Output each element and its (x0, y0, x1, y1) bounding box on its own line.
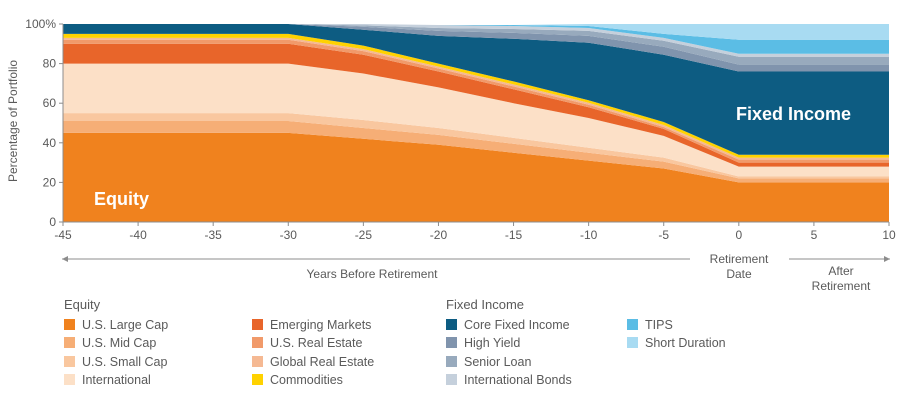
x-tick-label: -15 (505, 228, 523, 242)
x-tick-label: 0 (735, 228, 742, 242)
legend-label: High Yield (464, 336, 521, 351)
retirement-date-label: Retirement Date (710, 252, 769, 281)
legend-item-short-duration: Short Duration (627, 336, 726, 350)
legend-label: Global Real Estate (270, 354, 375, 369)
after-retirement-label: After Retirement (812, 264, 871, 293)
legend-item-u-s-large-cap: U.S. Large Cap (64, 318, 168, 332)
x-tick-label: -10 (580, 228, 598, 242)
legend-label: Commodities (270, 372, 343, 387)
legend-swatch (64, 373, 75, 385)
legend-swatch (64, 337, 75, 349)
legend-label: International Bonds (464, 372, 572, 387)
area-tips (63, 24, 889, 54)
x-tick-label: -45 (54, 228, 72, 242)
area-u-s-small-cap (63, 113, 889, 179)
legend-label: Senior Loan (464, 354, 532, 369)
fixed-income-area-label: Fixed Income (736, 104, 851, 124)
legend-item-high-yield: High Yield (446, 336, 520, 350)
legend-swatch (446, 355, 457, 367)
legend-label: Short Duration (645, 336, 726, 351)
legend-swatch (64, 355, 75, 367)
legend: Equity Fixed Income U.S. Large Cap U.S. M… (0, 296, 901, 400)
legend-swatch (252, 373, 263, 385)
area-high-yield (63, 24, 889, 72)
legend-item-u-s-small-cap: U.S. Small Cap (64, 355, 167, 369)
area-core-fixed-income (63, 24, 889, 155)
legend-label: Core Fixed Income (464, 318, 570, 332)
area-senior-loan (63, 24, 889, 65)
legend-item-u-s-real-estate: U.S. Real Estate (252, 336, 362, 350)
axes: 0 20 40 60 80 100% -45 -40 -35 -30 -25 -20 -15 -10 -5 0… (25, 17, 896, 242)
area-u-s-mid-cap (63, 121, 889, 183)
y-tick-label: 20 (43, 175, 57, 189)
x-tick-label: -20 (430, 228, 448, 242)
legend-item-global-real-estate: Global Real Estate (252, 355, 374, 369)
years-before-label: Years Before Retirement (307, 267, 439, 281)
legend-swatch (446, 319, 457, 330)
x-tick-label: -35 (205, 228, 223, 242)
y-tick-label: 60 (43, 96, 57, 110)
legend-item-international: International (64, 373, 151, 387)
y-tick-label: 100% (25, 17, 56, 31)
x-tick-label: -5 (658, 228, 669, 242)
stacked-area-chart: 0 20 40 60 80 100% -45 -40 -35 -30 -25 -20 -15 -10 -5 0… (6, 17, 896, 293)
area-emerging-markets (63, 43, 889, 167)
series-areas (63, 24, 889, 222)
x-tick-label: -30 (280, 228, 298, 242)
equity-area-label: Equity (94, 189, 149, 209)
y-tick-label: 80 (43, 57, 57, 71)
legend-fixed-income-title: Fixed Income (446, 297, 525, 312)
legend-label: U.S. Mid Cap (82, 336, 157, 351)
legend-swatch (627, 319, 638, 330)
x-tick-label: -25 (355, 228, 373, 242)
legend-label: U.S. Real Estate (270, 336, 363, 351)
x-annotations: Years Before Retirement Retirement Date A… (62, 252, 890, 293)
y-tick-label: 40 (43, 136, 57, 150)
legend-label: International (82, 372, 151, 387)
area-international (63, 63, 889, 177)
legend-item-commodities: Commodities (252, 373, 343, 387)
legend-swatch (252, 337, 263, 349)
legend-item-tips: TIPS (627, 318, 673, 332)
y-axis-label: Percentage of Portfolio (6, 60, 20, 182)
legend-swatch (252, 355, 263, 367)
area-short-duration (63, 24, 889, 40)
legend-label: TIPS (645, 318, 673, 332)
legend-item-emerging-markets: Emerging Markets (252, 318, 371, 332)
legend-swatch (252, 319, 263, 330)
legend-swatch (446, 373, 457, 385)
x-tick-label: -40 (129, 228, 147, 242)
area-u-s-large-cap (63, 132, 889, 222)
legend-label: U.S. Large Cap (82, 318, 169, 332)
legend-item-core-fixed-income: Core Fixed Income (446, 318, 570, 332)
y-tick-label: 0 (49, 215, 56, 229)
x-tick-label: 10 (882, 228, 896, 242)
legend-swatch (627, 337, 638, 349)
legend-item-senior-loan: Senior Loan (446, 355, 531, 369)
legend-item-u-s-mid-cap: U.S. Mid Cap (64, 336, 156, 350)
right-arrowhead-icon (884, 256, 890, 262)
legend-swatch (64, 319, 75, 330)
legend-label: U.S. Small Cap (82, 354, 168, 369)
left-arrowhead-icon (62, 256, 68, 262)
legend-item-international-bonds: International Bonds (446, 373, 572, 387)
x-tick-label: 5 (811, 228, 818, 242)
legend-label: Emerging Markets (270, 318, 372, 332)
legend-swatch (446, 337, 457, 349)
legend-equity-title: Equity (64, 297, 101, 312)
